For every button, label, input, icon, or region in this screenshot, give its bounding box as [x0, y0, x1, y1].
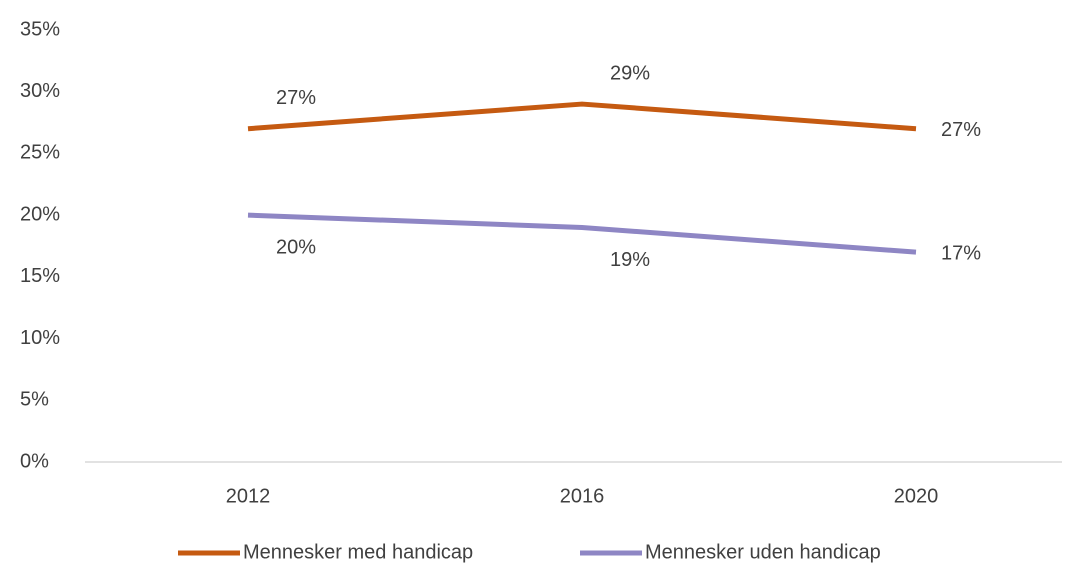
y-tick-label: 0%	[20, 450, 49, 472]
data-label: 20%	[276, 236, 316, 258]
data-label: 27%	[276, 87, 316, 109]
y-tick-label: 20%	[20, 203, 60, 225]
legend-label: Mennesker med handicap	[243, 541, 473, 563]
y-tick-label: 5%	[20, 389, 49, 411]
y-tick-label: 35%	[20, 18, 60, 40]
x-tick-label: 2012	[226, 485, 271, 507]
legend-label: Mennesker uden handicap	[645, 541, 881, 563]
data-label: 17%	[941, 242, 981, 264]
x-tick-label: 2020	[894, 485, 939, 507]
series-line	[247, 101, 917, 132]
data-label: 19%	[610, 249, 650, 271]
y-tick-label: 30%	[20, 80, 60, 102]
y-tick-label: 10%	[20, 327, 60, 349]
y-tick-label: 25%	[20, 142, 60, 164]
data-label: 29%	[610, 62, 650, 84]
series-line	[247, 212, 917, 255]
data-label: 27%	[941, 119, 981, 141]
x-tick-label: 2016	[560, 485, 605, 507]
y-tick-label: 15%	[20, 265, 60, 287]
